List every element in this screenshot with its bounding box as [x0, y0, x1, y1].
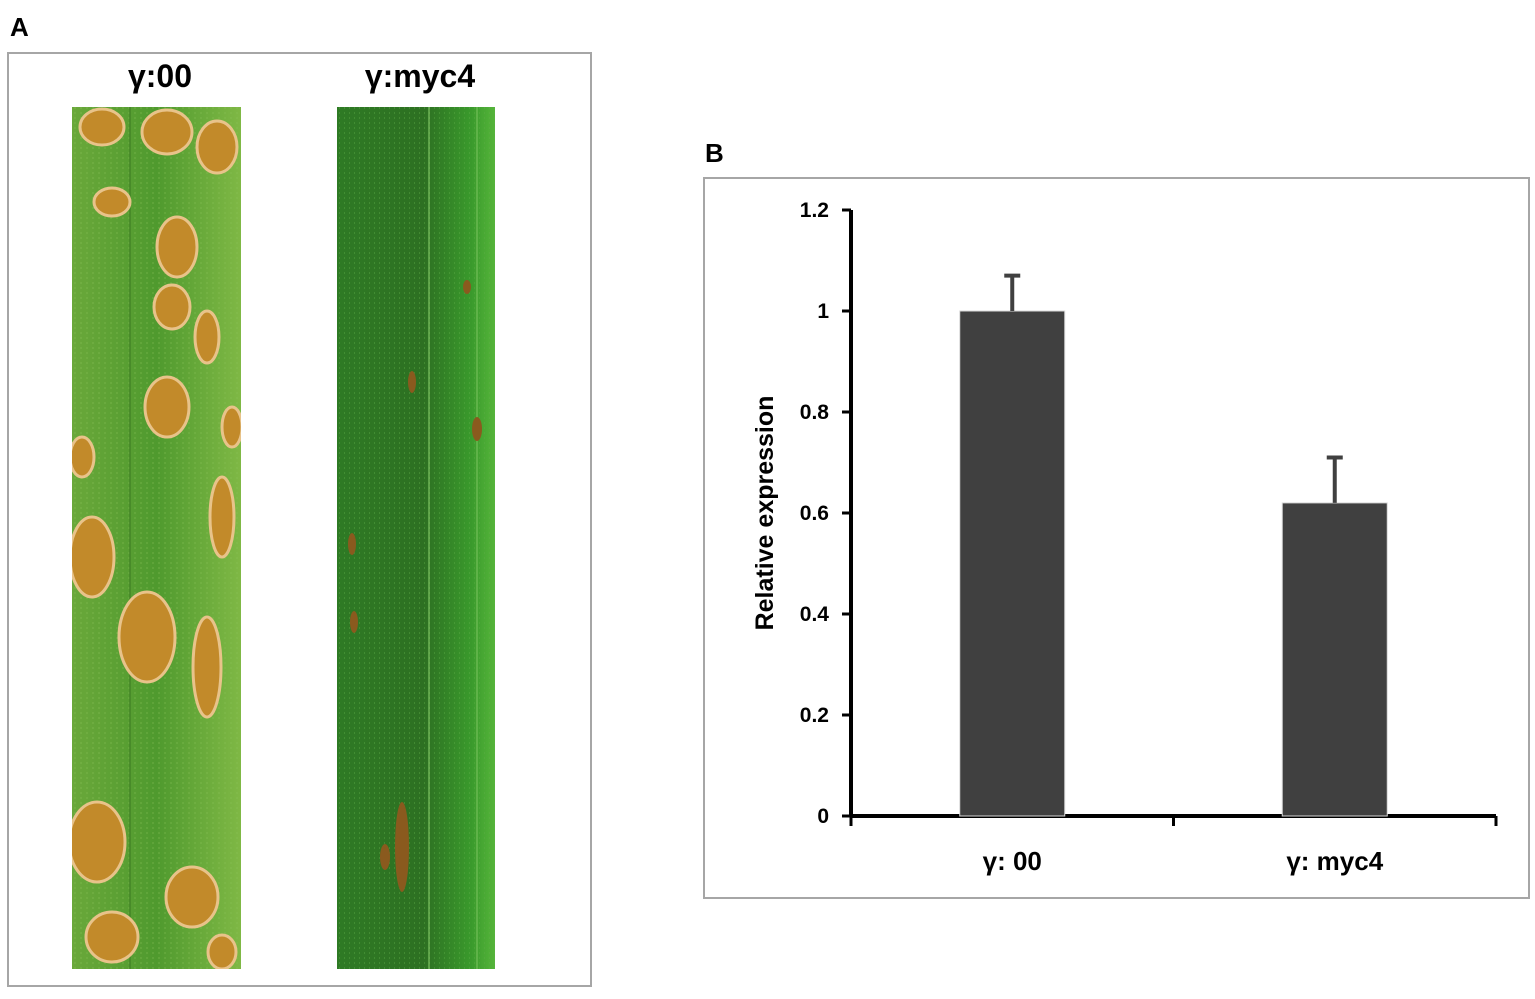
y-tick-label: 0.8: [800, 401, 830, 424]
y-tick-label: 1.2: [800, 199, 829, 222]
resistant-leaf-image: [337, 107, 495, 969]
y-tick-label: 1: [817, 300, 829, 323]
panel-letter-a: A: [10, 12, 29, 42]
panel-letter-b: B: [705, 138, 724, 168]
infected-leaf-image: [72, 107, 241, 969]
y-axis-title: Relative expression: [751, 396, 779, 631]
leaf-label-control: γ:00: [127, 58, 193, 94]
y-tick-label: 0.6: [800, 502, 829, 525]
bar-2: [1281, 502, 1388, 817]
category-label-1: γ: 00: [983, 846, 1042, 876]
y-tick-label: 0.2: [800, 704, 829, 727]
bar-1: [959, 310, 1066, 817]
category-label-2: γ: myc4: [1286, 846, 1383, 876]
y-tick-label: 0: [817, 805, 829, 828]
leaf-label-myc4: γ:myc4: [364, 58, 476, 94]
y-tick-label: 0.4: [800, 603, 830, 626]
chart-panel: [703, 177, 1530, 899]
